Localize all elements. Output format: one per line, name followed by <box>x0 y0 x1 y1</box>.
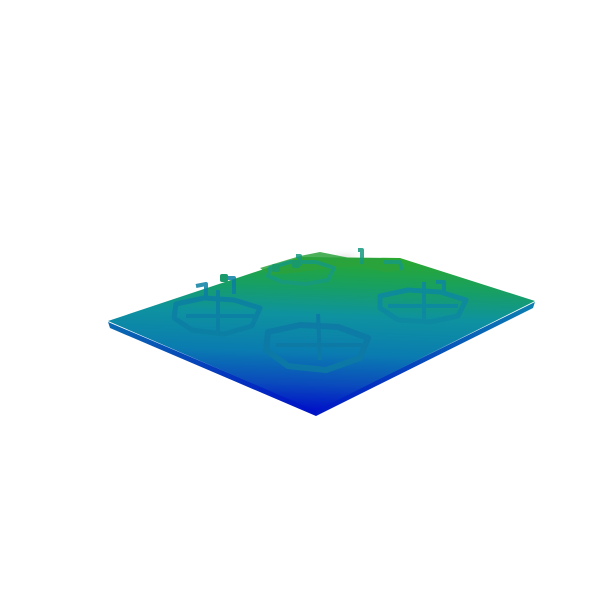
burner-grate-front <box>263 313 371 373</box>
burner-grate-right <box>377 280 469 325</box>
control-knobs <box>220 260 300 282</box>
plate-side-right <box>316 302 535 416</box>
cooktop-plate <box>108 257 535 411</box>
plate-side-left <box>108 322 316 416</box>
